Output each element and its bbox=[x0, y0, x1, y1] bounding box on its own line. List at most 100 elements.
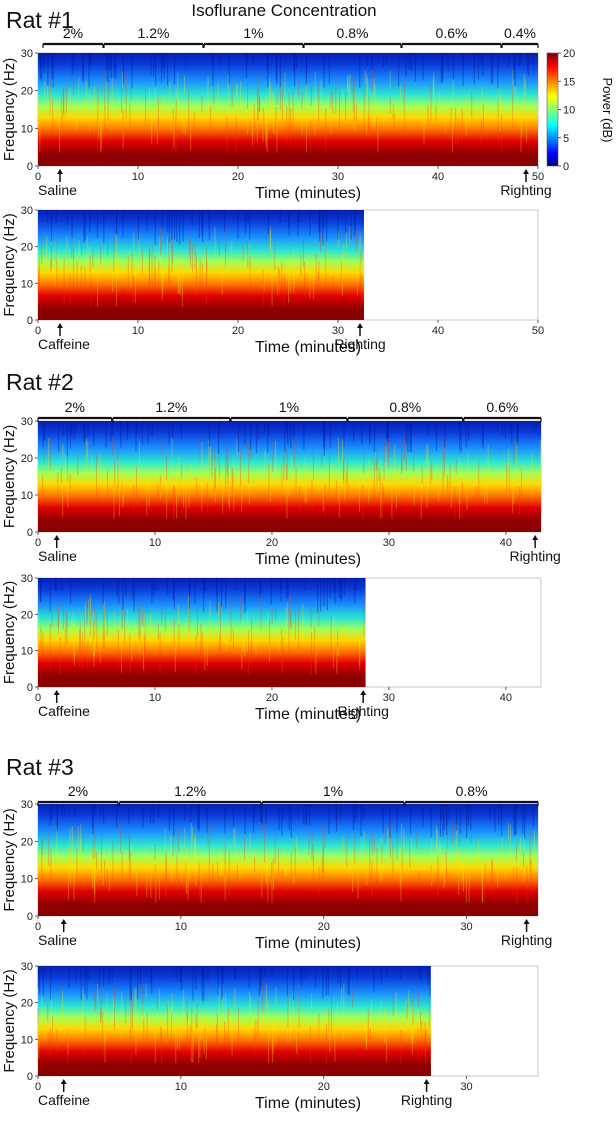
low-frequency-band bbox=[38, 309, 364, 320]
colorbar: 0 5 10 15 20 Power (dB) bbox=[546, 48, 615, 173]
x-tick-label: 30 bbox=[332, 325, 344, 337]
x-axis-label: Time (minutes) bbox=[255, 551, 361, 568]
x-tick-label: 50 bbox=[532, 171, 544, 183]
x-tick-label: 30 bbox=[383, 537, 395, 549]
x-axis-label: Time (minutes) bbox=[255, 935, 361, 952]
low-frequency-band bbox=[38, 1065, 431, 1076]
event-label: Saline bbox=[38, 548, 77, 564]
colorbar-tick-label: 15 bbox=[563, 76, 575, 88]
concentration-label: 2% bbox=[65, 399, 85, 415]
panel-rat2-saline: Rat #2 0 10 20 30 0 10 20 30 40 Frequency (Hz) Time… bbox=[1, 369, 561, 568]
y-tick-label: 0 bbox=[27, 315, 33, 327]
spectrogram-image bbox=[38, 53, 538, 166]
concentration-label: 0.8% bbox=[389, 399, 421, 415]
event-label: Saline bbox=[38, 182, 77, 198]
y-tick-label: 20 bbox=[21, 998, 33, 1010]
event-label: Caffeine bbox=[38, 336, 90, 352]
rat-label: Rat #2 bbox=[6, 369, 74, 395]
y-tick-label: 10 bbox=[21, 123, 33, 135]
low-frequency-band bbox=[38, 154, 538, 166]
panel-rat2-caffeine: 0 10 20 30 0 10 20 30 40 Frequency (Hz) Time (minu… bbox=[1, 573, 542, 723]
x-tick-label: 10 bbox=[175, 1081, 187, 1093]
x-axis-label: Time (minutes) bbox=[255, 1095, 361, 1112]
concentration-label: 1.2% bbox=[138, 25, 170, 41]
x-tick-label: 10 bbox=[175, 921, 187, 933]
x-tick-label: 20 bbox=[318, 921, 330, 933]
event-arrow-head bbox=[523, 919, 530, 924]
low-frequency-band bbox=[38, 520, 541, 532]
x-tick-label: 30 bbox=[332, 171, 344, 183]
spectrogram-texture bbox=[38, 578, 365, 674]
x-tick-label: 0 bbox=[35, 537, 41, 549]
concentration-label: 1.2% bbox=[155, 399, 187, 415]
spectrogram-texture bbox=[39, 804, 535, 903]
y-tick-label: 0 bbox=[27, 682, 33, 694]
figure-title: Isoflurane Concentration bbox=[191, 1, 376, 20]
x-tick-label: 20 bbox=[232, 325, 244, 337]
event-label: Righting bbox=[500, 182, 551, 198]
x-tick-label: 30 bbox=[460, 921, 472, 933]
spectrogram-texture bbox=[37, 966, 431, 1063]
x-axis-label: Time (minutes) bbox=[255, 339, 361, 356]
event-label: Righting bbox=[401, 1092, 452, 1108]
event-label: Righting bbox=[338, 703, 389, 719]
y-tick-label: 10 bbox=[21, 646, 33, 658]
spectrogram-image bbox=[38, 804, 538, 916]
event-arrow-head bbox=[357, 323, 363, 328]
spectrogram-image bbox=[38, 421, 541, 532]
colorbar-gradient bbox=[546, 52, 559, 167]
x-tick-label: 50 bbox=[532, 325, 544, 337]
y-tick-label: 10 bbox=[21, 278, 33, 290]
colorbar-tick-label: 5 bbox=[563, 133, 569, 145]
event-arrow-head bbox=[57, 323, 63, 328]
event-arrow-head bbox=[53, 690, 60, 695]
event-arrow-head bbox=[423, 1079, 430, 1084]
spectrogram-texture bbox=[42, 421, 541, 519]
event-label: Righting bbox=[501, 932, 552, 948]
concentration-label: 2% bbox=[68, 783, 88, 799]
y-tick-label: 30 bbox=[21, 416, 33, 428]
low-frequency-band bbox=[38, 676, 366, 687]
y-tick-label: 0 bbox=[27, 1071, 33, 1083]
y-tick-label: 20 bbox=[21, 836, 33, 848]
event-arrow-head bbox=[532, 535, 539, 540]
event-label: Righting bbox=[509, 548, 560, 564]
low-frequency-band bbox=[38, 904, 538, 916]
y-tick-label: 30 bbox=[21, 799, 33, 811]
y-tick-label: 20 bbox=[21, 453, 33, 465]
x-tick-label: 10 bbox=[149, 692, 161, 704]
y-tick-label: 20 bbox=[21, 242, 33, 254]
colorbar-tick-label: 10 bbox=[563, 105, 575, 117]
rat-label: Rat #1 bbox=[6, 7, 74, 33]
x-tick-label: 10 bbox=[132, 171, 144, 183]
concentration-label: 0.6% bbox=[486, 399, 518, 415]
x-tick-label: 40 bbox=[500, 692, 512, 704]
rat-label: Rat #3 bbox=[6, 754, 74, 780]
concentration-label: 1% bbox=[323, 783, 343, 799]
colorbar-tick-label: 0 bbox=[563, 161, 569, 173]
concentration-label: 0.4% bbox=[504, 25, 536, 41]
event-arrow-head bbox=[360, 690, 367, 695]
concentration-label: 2% bbox=[63, 25, 83, 41]
y-tick-label: 10 bbox=[21, 490, 33, 502]
y-tick-label: 20 bbox=[21, 86, 33, 98]
x-axis-label: Time (minutes) bbox=[255, 185, 361, 202]
spectrogram-texture bbox=[37, 53, 535, 153]
x-tick-label: 0 bbox=[35, 692, 41, 704]
colorbar-label: Power (dB) bbox=[600, 77, 615, 142]
panel-rat1-saline: Rat #1 0 10 20 30 0 10 20 30 40 50 Frequency (Hz) Ti… bbox=[1, 7, 552, 202]
x-tick-label: 40 bbox=[432, 325, 444, 337]
spectrogram-image bbox=[38, 210, 364, 320]
y-tick-label: 20 bbox=[21, 609, 33, 621]
y-tick-label: 10 bbox=[21, 874, 33, 886]
x-tick-label: 0 bbox=[35, 325, 41, 337]
y-tick-label: 30 bbox=[21, 48, 33, 60]
y-tick-label: 30 bbox=[21, 205, 33, 217]
x-axis-label: Time (minutes) bbox=[255, 706, 361, 723]
event-label: Righting bbox=[334, 336, 385, 352]
spectrogram-image bbox=[38, 966, 431, 1076]
concentration-label: 1% bbox=[279, 399, 299, 415]
